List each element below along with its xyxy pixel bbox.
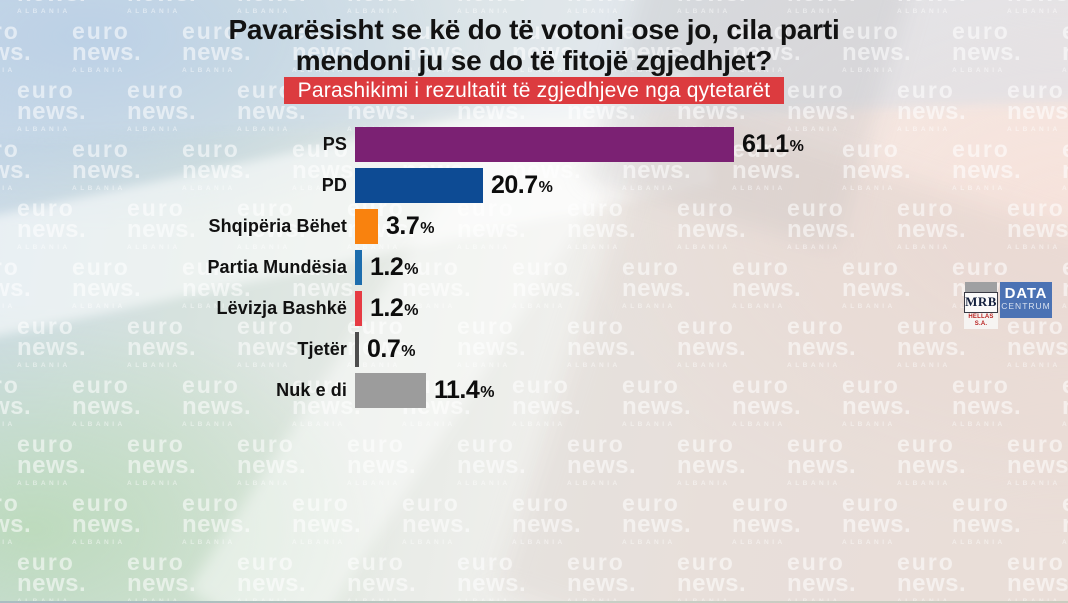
mrb-hellas-label: HELLAS S.A. <box>964 313 998 329</box>
data-centrum-word-data: DATA <box>1004 285 1048 302</box>
bar-value-number: 0.7 <box>367 335 401 363</box>
bar-value-number: 11.4 <box>434 376 480 404</box>
mrb-logo-text: MRB <box>964 292 998 313</box>
bar-category-label: PS <box>322 134 347 154</box>
chart-row: Partia Mundësia 1.2% <box>0 250 1068 285</box>
bar-value-label: 1.2% <box>370 291 418 326</box>
bar-partia-mund-sia <box>355 250 362 285</box>
data-centrum-word-centrum: CENTRUM <box>1001 301 1051 311</box>
percent-sign: % <box>404 261 418 278</box>
bar-value-label: 11.4% <box>434 373 495 408</box>
title-line-2: mendoni ju se do të fitojë zgjedhjet? <box>295 45 773 76</box>
bar-value-number: 61.1 <box>742 130 789 158</box>
bar-category-label: Nuk e di <box>276 380 347 400</box>
bar-value-number: 1.2 <box>370 294 404 322</box>
percent-sign: % <box>538 179 553 196</box>
percent-sign: % <box>480 384 495 401</box>
bar-shqip-ria-b-het <box>355 209 378 244</box>
chart-row: Shqipëria Bëhet 3.7% <box>0 209 1068 244</box>
bar-l-vizja-bashk- <box>355 291 362 326</box>
bar-tjet-r <box>355 332 359 367</box>
mrb-logo-bar <box>965 282 997 292</box>
bar-ps <box>355 127 734 162</box>
data-centrum-logo: DATA CENTRUM <box>1000 282 1052 318</box>
percent-sign: % <box>404 302 418 319</box>
bar-category-label: PD <box>321 175 347 195</box>
subtitle-row: Parashikimi i rezultatit të zgjedhjeve n… <box>0 77 1068 104</box>
mrb-datacentrum-logo: MRB HELLAS S.A. DATA CENTRUM <box>964 282 1052 329</box>
bar-category-label: Lëvizja Bashkë <box>216 298 347 318</box>
title-line-1: Pavarësisht se kë do të votoni ose jo, c… <box>228 14 840 45</box>
chart-row: Lëvizja Bashkë 1.2% <box>0 291 1068 326</box>
bar-value-number: 3.7 <box>386 212 420 240</box>
chart-row: Nuk e di 11.4% <box>0 373 1068 408</box>
bar-value-label: 61.1% <box>742 127 804 162</box>
percent-sign: % <box>789 138 804 155</box>
bar-value-number: 1.2 <box>370 253 404 281</box>
subtitle-banner: Parashikimi i rezultatit të zgjedhjeve n… <box>283 77 785 104</box>
percent-sign: % <box>420 220 434 237</box>
bar-value-label: 3.7% <box>386 209 434 244</box>
chart-row: PS 61.1% <box>0 127 1068 162</box>
bar-value-number: 20.7 <box>491 171 538 199</box>
bar-value-label: 0.7% <box>367 332 415 367</box>
bar-category-label: Shqipëria Bëhet <box>208 216 347 236</box>
bar-pd <box>355 168 483 203</box>
bar-nuk-e-di <box>355 373 426 408</box>
bar-value-label: 20.7% <box>491 168 553 203</box>
bar-value-label: 1.2% <box>370 250 418 285</box>
chart-row: PD 20.7% <box>0 168 1068 203</box>
bar-category-label: Partia Mundësia <box>207 257 347 277</box>
bar-chart: PS 61.1% PD 20.7% Shqipëria Bëhet 3.7% Partia … <box>0 127 1068 417</box>
chart-row: Tjetër 0.7% <box>0 332 1068 367</box>
page-title: Pavarësisht se kë do të votoni ose jo, c… <box>0 14 1068 76</box>
bar-category-label: Tjetër <box>297 339 347 359</box>
percent-sign: % <box>401 343 415 360</box>
mrb-logo: MRB HELLAS S.A. <box>964 282 998 329</box>
